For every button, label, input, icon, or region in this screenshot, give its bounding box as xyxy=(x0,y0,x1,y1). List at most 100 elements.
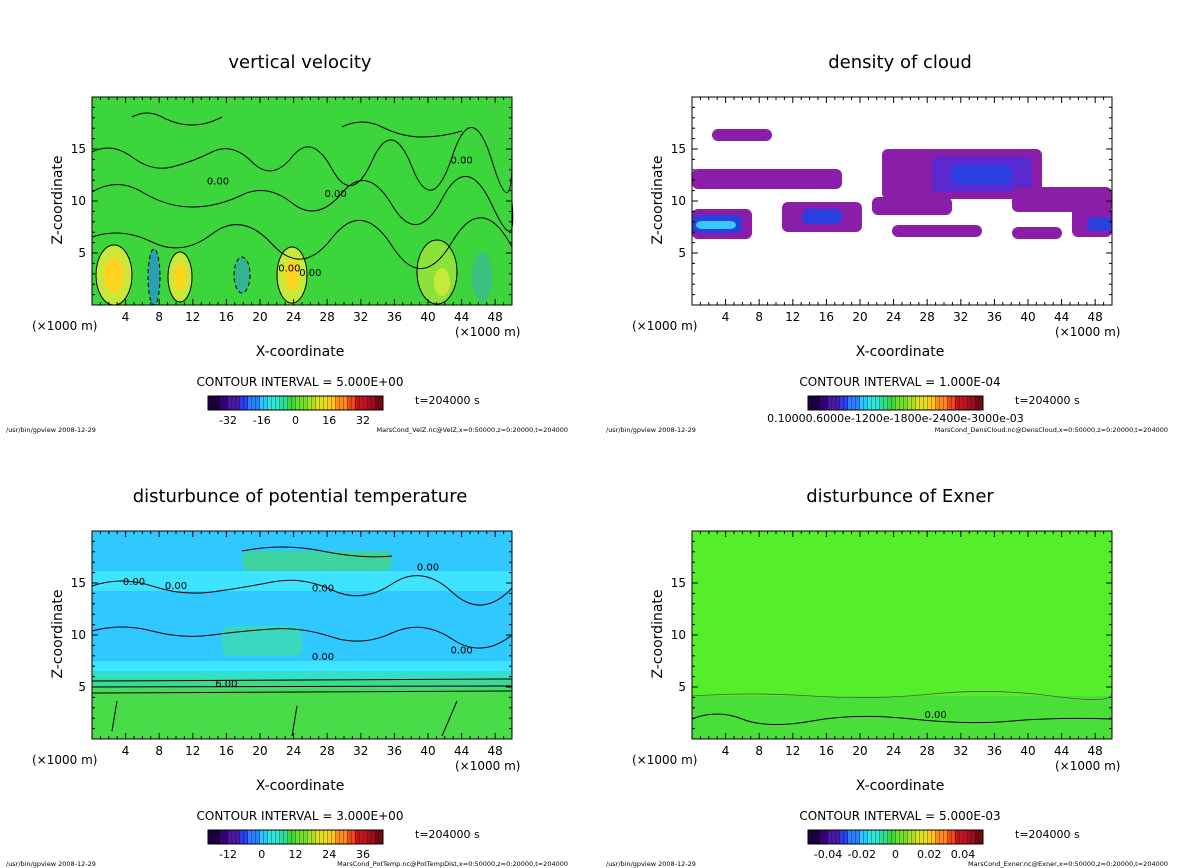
contour-label: 0.00 xyxy=(207,176,229,187)
colorbar-cell xyxy=(939,830,944,844)
colorbar-cell xyxy=(379,830,384,844)
footer-left: /usr/bin/gpview 2008-12-29 xyxy=(6,860,96,868)
colorbar-cell xyxy=(347,396,352,410)
contour-line xyxy=(131,112,223,126)
colorbar-cell xyxy=(811,830,817,844)
colorbar-cell xyxy=(323,396,328,410)
colorbar-cell xyxy=(891,830,896,844)
x-tick-label: 20 xyxy=(252,744,267,758)
x-tick-label: 4 xyxy=(122,744,130,758)
colorbar-cell xyxy=(347,830,352,844)
footer-left: /usr/bin/gpview 2008-12-29 xyxy=(606,860,696,868)
velocity-cell xyxy=(285,259,299,291)
x-tick-label: 32 xyxy=(353,744,368,758)
colorbar-tick-label: 12 xyxy=(289,848,303,861)
x-tick-label: 12 xyxy=(185,744,200,758)
time-label: t=204000 s xyxy=(415,394,480,407)
x-tick-label: 40 xyxy=(1020,744,1035,758)
x-tick-label: 20 xyxy=(252,310,267,324)
colorbar-cell xyxy=(279,830,284,844)
contour-label: 0.00 xyxy=(417,563,439,574)
colorbar-cell xyxy=(255,830,261,844)
colorbar-cell xyxy=(227,830,233,844)
colorbar-cell xyxy=(263,396,268,410)
colorbar-cell xyxy=(351,396,356,410)
y-axis-label: Z-coordinate xyxy=(650,589,666,678)
contour-label: 0.00 xyxy=(450,646,472,657)
velocity-cell xyxy=(234,257,250,293)
cloud-region xyxy=(892,225,982,237)
colorbar-cell xyxy=(259,396,264,410)
colorbar-tick-label: 0 xyxy=(258,848,265,861)
colorbar-cell xyxy=(239,396,245,410)
colorbar-cell xyxy=(315,830,320,844)
colorbar-cell xyxy=(823,396,829,410)
y-axis-label: Z-coordinate xyxy=(50,589,66,678)
colorbar-cell xyxy=(815,396,821,410)
x-tick-label: 12 xyxy=(185,310,200,324)
colorbar-cell xyxy=(263,830,268,844)
chart-title: vertical velocity xyxy=(228,52,372,73)
colorbar-cell xyxy=(223,830,229,844)
colorbar-cell xyxy=(211,396,217,410)
chart-panel: disturbunce of potential temperature 0.00… xyxy=(6,486,568,868)
colorbar-cell xyxy=(811,396,817,410)
temperature-band xyxy=(92,679,512,689)
colorbar-cell xyxy=(971,396,976,410)
colorbar-cell xyxy=(963,396,968,410)
y-tick-label: 5 xyxy=(78,680,86,694)
colorbar-cell xyxy=(351,830,356,844)
x-tick-label: 24 xyxy=(286,744,301,758)
contour-line xyxy=(111,700,118,732)
colorbar-tick-label: 0.10000.6000e-1200e-1800e-2400e-3000e-03 xyxy=(767,412,1024,425)
x-axis-label: X-coordinate xyxy=(856,778,945,794)
temperature-band xyxy=(92,689,512,739)
colorbar-cell xyxy=(271,396,276,410)
colorbar-cell xyxy=(951,396,956,410)
colorbar-cell xyxy=(363,396,368,410)
x-tick-label: 12 xyxy=(785,744,800,758)
x-tick-label: 24 xyxy=(286,310,301,324)
velocity-cell xyxy=(174,263,186,291)
temperature-band xyxy=(222,626,302,656)
colorbar-cell xyxy=(883,830,888,844)
x-tick-label: 24 xyxy=(886,310,901,324)
colorbar-cell xyxy=(823,830,829,844)
x-tick-label: 4 xyxy=(722,310,730,324)
contour-label: 0.00 xyxy=(450,156,472,167)
colorbar-cell xyxy=(935,396,940,410)
colorbar-cell xyxy=(215,830,221,844)
x-axis-label: X-coordinate xyxy=(856,344,945,360)
colorbar-cell xyxy=(955,396,960,410)
contour-label: 0.00 xyxy=(324,189,346,200)
colorbar-cell xyxy=(899,396,904,410)
cloud-region xyxy=(952,165,1012,185)
temperature-band xyxy=(92,591,512,661)
x-tick-label: 12 xyxy=(785,310,800,324)
chart-title: density of cloud xyxy=(828,52,972,73)
colorbar-cell xyxy=(215,396,221,410)
contour-line xyxy=(167,251,193,303)
colorbar-cell xyxy=(315,396,320,410)
colorbar-cell xyxy=(895,396,900,410)
temperature-band xyxy=(242,551,392,571)
cloud-region xyxy=(692,169,842,189)
colorbar-tick-label: 24 xyxy=(322,848,336,861)
colorbar-cell xyxy=(243,830,249,844)
colorbar-cell xyxy=(923,830,928,844)
cloud-region xyxy=(1087,217,1112,231)
colorbar-cell xyxy=(855,396,861,410)
x-tick-label: 8 xyxy=(755,310,763,324)
colorbar-cell xyxy=(808,396,813,410)
cloud-region xyxy=(1012,187,1112,212)
y-tick-label: 10 xyxy=(671,628,686,642)
colorbar-tick-label: 0.02 xyxy=(917,848,942,861)
y-tick-label: 5 xyxy=(678,246,686,260)
colorbar-cell xyxy=(255,396,261,410)
x-tick-label: 32 xyxy=(953,310,968,324)
contour-label: 6.00 xyxy=(215,679,237,690)
colorbar-cell xyxy=(295,830,300,844)
colorbar-cell xyxy=(899,830,904,844)
colorbar-cell xyxy=(839,830,845,844)
